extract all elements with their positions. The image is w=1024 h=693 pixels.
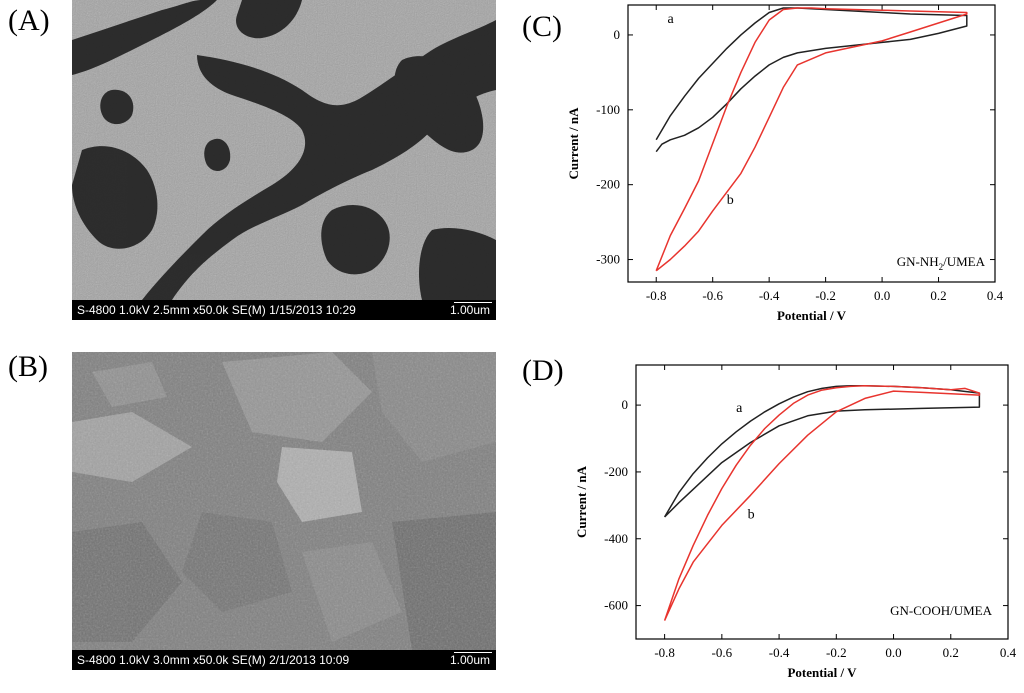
y-tick-label: -200 [596, 177, 620, 192]
series-label-a: a [736, 401, 743, 416]
x-tick-label: -0.8 [654, 645, 675, 660]
y-tick-label: -300 [596, 252, 620, 267]
annotation-main: GN-NH [897, 254, 939, 269]
x-tick-label: -0.8 [646, 288, 667, 303]
x-tick-label: 0.4 [987, 288, 1004, 303]
series-label-b: b [748, 508, 755, 523]
x-tick-label: -0.4 [769, 645, 790, 660]
y-tick-label: -600 [604, 598, 628, 613]
x-tick-label: -0.6 [702, 288, 723, 303]
y-tick-label: 0 [622, 397, 629, 412]
cv-chart-c: -0.8 -0.6 -0.4 -0.2 0.0 0.2 0.4 0 -100 -200 -300 Po… [566, 4, 1004, 323]
sem-image-a: S-4800 1.0kV 2.5mm x50.0k SE(M) 1/15/201… [72, 0, 496, 320]
sem-info-bar-a: S-4800 1.0kV 2.5mm x50.0k SE(M) 1/15/201… [72, 300, 496, 320]
x-tick-label: 0.2 [943, 645, 959, 660]
y-tick-label: -200 [604, 464, 628, 479]
sem-texture-b [72, 352, 496, 650]
x-axis-label: Potential / V [787, 665, 857, 680]
x-tick-label: -0.2 [815, 288, 836, 303]
sem-scale-bar-a [454, 302, 492, 303]
x-tick-label: 0.0 [874, 288, 890, 303]
sem-info-bar-b: S-4800 1.0kV 3.0mm x50.0k SE(M) 2/1/2013… [72, 650, 496, 670]
chart-annotation: GN-COOH/UMEA [890, 603, 992, 618]
sem-image-b: S-4800 1.0kV 3.0mm x50.0k SE(M) 2/1/2013… [72, 352, 496, 670]
sem-metadata-a: S-4800 1.0kV 2.5mm x50.0k SE(M) 1/15/201… [77, 303, 356, 317]
series-label-a: a [668, 12, 675, 27]
sem-scale-bar-b [454, 652, 492, 653]
x-axis-label: Potential / V [777, 308, 847, 323]
y-tick-label: -100 [596, 102, 620, 117]
y-tick-label: -400 [604, 531, 628, 546]
plot-frame [627, 4, 996, 283]
series-line-b [663, 384, 981, 621]
cv-chart-d: -0.8 -0.6 -0.4 -0.2 0.0 0.2 0.4 0 -200 -400 -600 Po… [574, 364, 1017, 680]
y-tick-label: 0 [614, 27, 621, 42]
x-tick-label: -0.2 [826, 645, 847, 660]
series-line-a [663, 384, 981, 518]
x-tick-label: -0.6 [712, 645, 733, 660]
y-axis-label: Current / nA [574, 465, 589, 538]
panel-label-b: (B) [8, 350, 48, 383]
panel-label-c: (C) [522, 10, 562, 43]
sem-scale-label-a: 1.00um [449, 303, 490, 317]
sem-texture-a [72, 0, 496, 300]
chart-annotation: GN-NH2/UMEA [897, 254, 986, 272]
panel-label-d: (D) [522, 354, 564, 387]
annotation-subscript: 2 [939, 262, 944, 272]
annotation-tail: /UMEA [943, 254, 986, 269]
sem-metadata-b: S-4800 1.0kV 3.0mm x50.0k SE(M) 2/1/2013… [77, 653, 350, 667]
plot-frame [635, 364, 1009, 640]
y-axis-label: Current / nA [566, 107, 581, 180]
x-tick-label: 0.0 [885, 645, 901, 660]
panel-label-a: (A) [8, 4, 50, 37]
x-tick-label: -0.4 [759, 288, 780, 303]
series-line-b [655, 7, 968, 272]
series-label-b: b [727, 193, 734, 208]
x-tick-label: 0.2 [930, 288, 946, 303]
series-line-a [655, 7, 968, 153]
sem-scale-label-b: 1.00um [449, 653, 490, 667]
x-tick-label: 0.4 [1000, 645, 1017, 660]
